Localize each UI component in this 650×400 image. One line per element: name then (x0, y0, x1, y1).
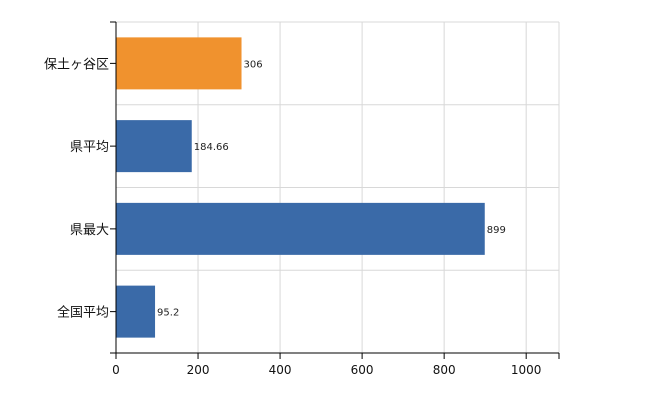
category-label: 保土ヶ谷区 (44, 57, 109, 72)
x-axis-ticks: 0 200 400 600 800 1000 (112, 353, 560, 377)
x-tick-label: 600 (351, 363, 374, 377)
bar (116, 37, 242, 90)
x-tick-label: 0 (112, 363, 120, 377)
data-label: 95.2 (157, 308, 179, 319)
bars (116, 37, 485, 338)
category-label: 県最大 (70, 223, 109, 238)
category-label: 県平均 (70, 140, 109, 155)
category-label: 全国平均 (57, 305, 109, 321)
bar (116, 285, 156, 338)
data-labels: 306 184.66 899 95.2 (157, 59, 506, 318)
bar (116, 120, 192, 173)
bar (116, 202, 485, 255)
axes (110, 21, 559, 354)
x-tick-label: 800 (433, 363, 456, 377)
x-tick-label: 200 (187, 363, 210, 377)
data-label: 899 (487, 225, 506, 236)
data-label: 306 (244, 59, 263, 70)
x-tick-label: 400 (269, 363, 292, 377)
x-tick-label: 1000 (511, 363, 542, 377)
data-label: 184.66 (194, 142, 229, 153)
